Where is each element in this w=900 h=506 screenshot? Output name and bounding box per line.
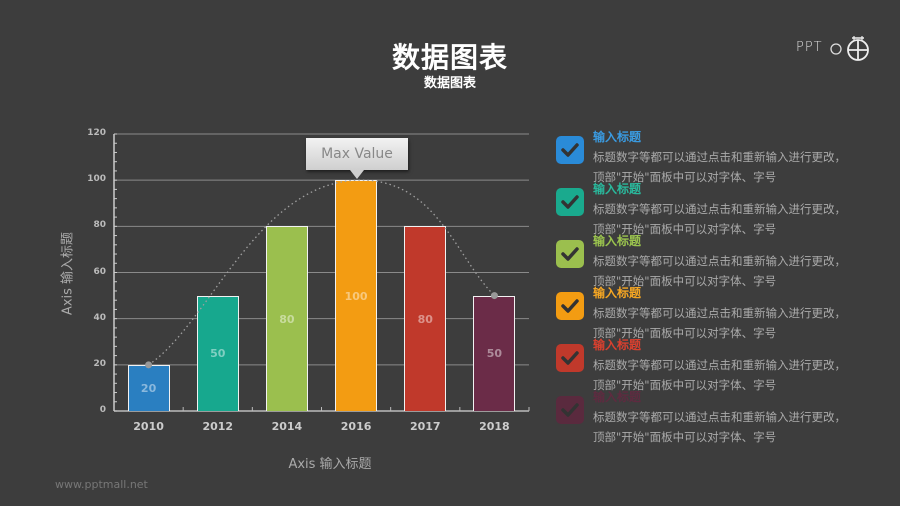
checkbox-icon[interactable] — [556, 344, 584, 372]
y-tick-label: 80 — [93, 220, 106, 231]
legend-description: 标题数字等都可以通过点击和重新输入进行更改，顶部"开始"面板中可以对字体、字号 — [593, 202, 846, 236]
x-tick-label: 2016 — [340, 420, 372, 433]
y-tick-label: 0 — [99, 405, 106, 415]
bar-value-label: 50 — [210, 347, 226, 361]
y-tick-label: 40 — [93, 312, 106, 323]
x-tick-label: 2014 — [271, 420, 303, 433]
bar-2018: 50 — [473, 295, 516, 411]
bar-2016: 100 — [335, 180, 378, 411]
watermark: www.pptmall.net — [55, 478, 148, 491]
bar-2014: 80 — [265, 226, 308, 411]
legend-title: 输入标题 — [593, 390, 642, 404]
legend-title: 输入标题 — [593, 130, 642, 144]
legend-description: 标题数字等都可以通过点击和重新输入进行更改，顶部"开始"面板中可以对字体、字号 — [593, 410, 846, 444]
x-tick-label: 2010 — [133, 420, 164, 433]
bar-chart: 0 20 40 60 80 100 120 20 50 80 100 80 50 2010 2012 20… — [60, 128, 530, 472]
checkbox-icon[interactable] — [556, 396, 584, 424]
checkmark-icon — [561, 195, 579, 209]
bar-value-label: 80 — [279, 312, 295, 326]
bar-value-label: 80 — [417, 312, 433, 326]
page-title: 数据图表 — [391, 41, 508, 74]
checkbox-icon[interactable] — [556, 136, 584, 164]
bar-value-label: 20 — [140, 381, 157, 395]
legend-item: 输入标题 标题数字等都可以通过点击和重新输入进行更改，顶部"开始"面板中可以对字… — [556, 129, 856, 189]
y-tick-label: 120 — [87, 128, 106, 138]
legend-item: 输入标题 标题数字等都可以通过点击和重新输入进行更改，顶部"开始"面板中可以对字… — [556, 285, 856, 345]
checkbox-icon[interactable] — [556, 188, 584, 216]
x-tick-label: 2017 — [409, 420, 441, 433]
bar-value-label: 100 — [344, 289, 368, 303]
checkmark-icon — [561, 299, 579, 313]
bar-value-label: 50 — [486, 347, 503, 361]
x-tick-label: 2018 — [479, 420, 510, 433]
logo-text: PPT — [796, 40, 823, 55]
max-value-callout: Max Value — [306, 138, 408, 179]
y-tick-label: 60 — [93, 266, 106, 277]
y-tick-label: 20 — [93, 358, 106, 369]
legend-title: 输入标题 — [593, 182, 642, 196]
bar-2012: 50 — [196, 295, 239, 411]
x-axis-title: Axis 输入标题 — [288, 457, 372, 472]
page-subtitle: 数据图表 — [423, 76, 476, 91]
checkmark-icon — [561, 351, 579, 365]
bar-2017: 80 — [404, 226, 447, 411]
logo: PPT — [796, 36, 876, 66]
checkmark-icon — [561, 143, 579, 157]
checkmark-icon — [561, 247, 579, 261]
legend-description: 标题数字等都可以通过点击和重新输入进行更改，顶部"开始"面板中可以对字体、字号 — [593, 358, 846, 392]
legend-title: 输入标题 — [593, 234, 642, 248]
legend-item: 输入标题 标题数字等都可以通过点击和重新输入进行更改，顶部"开始"面板中可以对字… — [556, 337, 856, 397]
checkbox-icon[interactable] — [556, 240, 584, 268]
legend-title: 输入标题 — [593, 286, 642, 300]
legend-description: 标题数字等都可以通过点击和重新输入进行更改，顶部"开始"面板中可以对字体、字号 — [593, 150, 846, 184]
bar-2010: 20 — [127, 364, 170, 411]
legend-title: 输入标题 — [593, 338, 642, 352]
legend-item: 输入标题 标题数字等都可以通过点击和重新输入进行更改，顶部"开始"面板中可以对字… — [556, 181, 856, 241]
legend-description: 标题数字等都可以通过点击和重新输入进行更改，顶部"开始"面板中可以对字体、字号 — [593, 254, 846, 288]
ppt-logo-icon — [830, 36, 869, 61]
x-tick-label: 2012 — [202, 420, 234, 433]
y-tick-label: 100 — [87, 174, 106, 185]
legend-item: 输入标题 标题数字等都可以通过点击和重新输入进行更改，顶部"开始"面板中可以对字… — [556, 389, 856, 449]
legend-item: 输入标题 标题数字等都可以通过点击和重新输入进行更改，顶部"开始"面板中可以对字… — [556, 233, 856, 293]
checkmark-icon — [561, 403, 579, 417]
checkbox-icon[interactable] — [556, 292, 584, 320]
y-axis-title: Axis 输入标题 — [60, 231, 76, 316]
legend-description: 标题数字等都可以通过点击和重新输入进行更改，顶部"开始"面板中可以对字体、字号 — [593, 306, 846, 340]
